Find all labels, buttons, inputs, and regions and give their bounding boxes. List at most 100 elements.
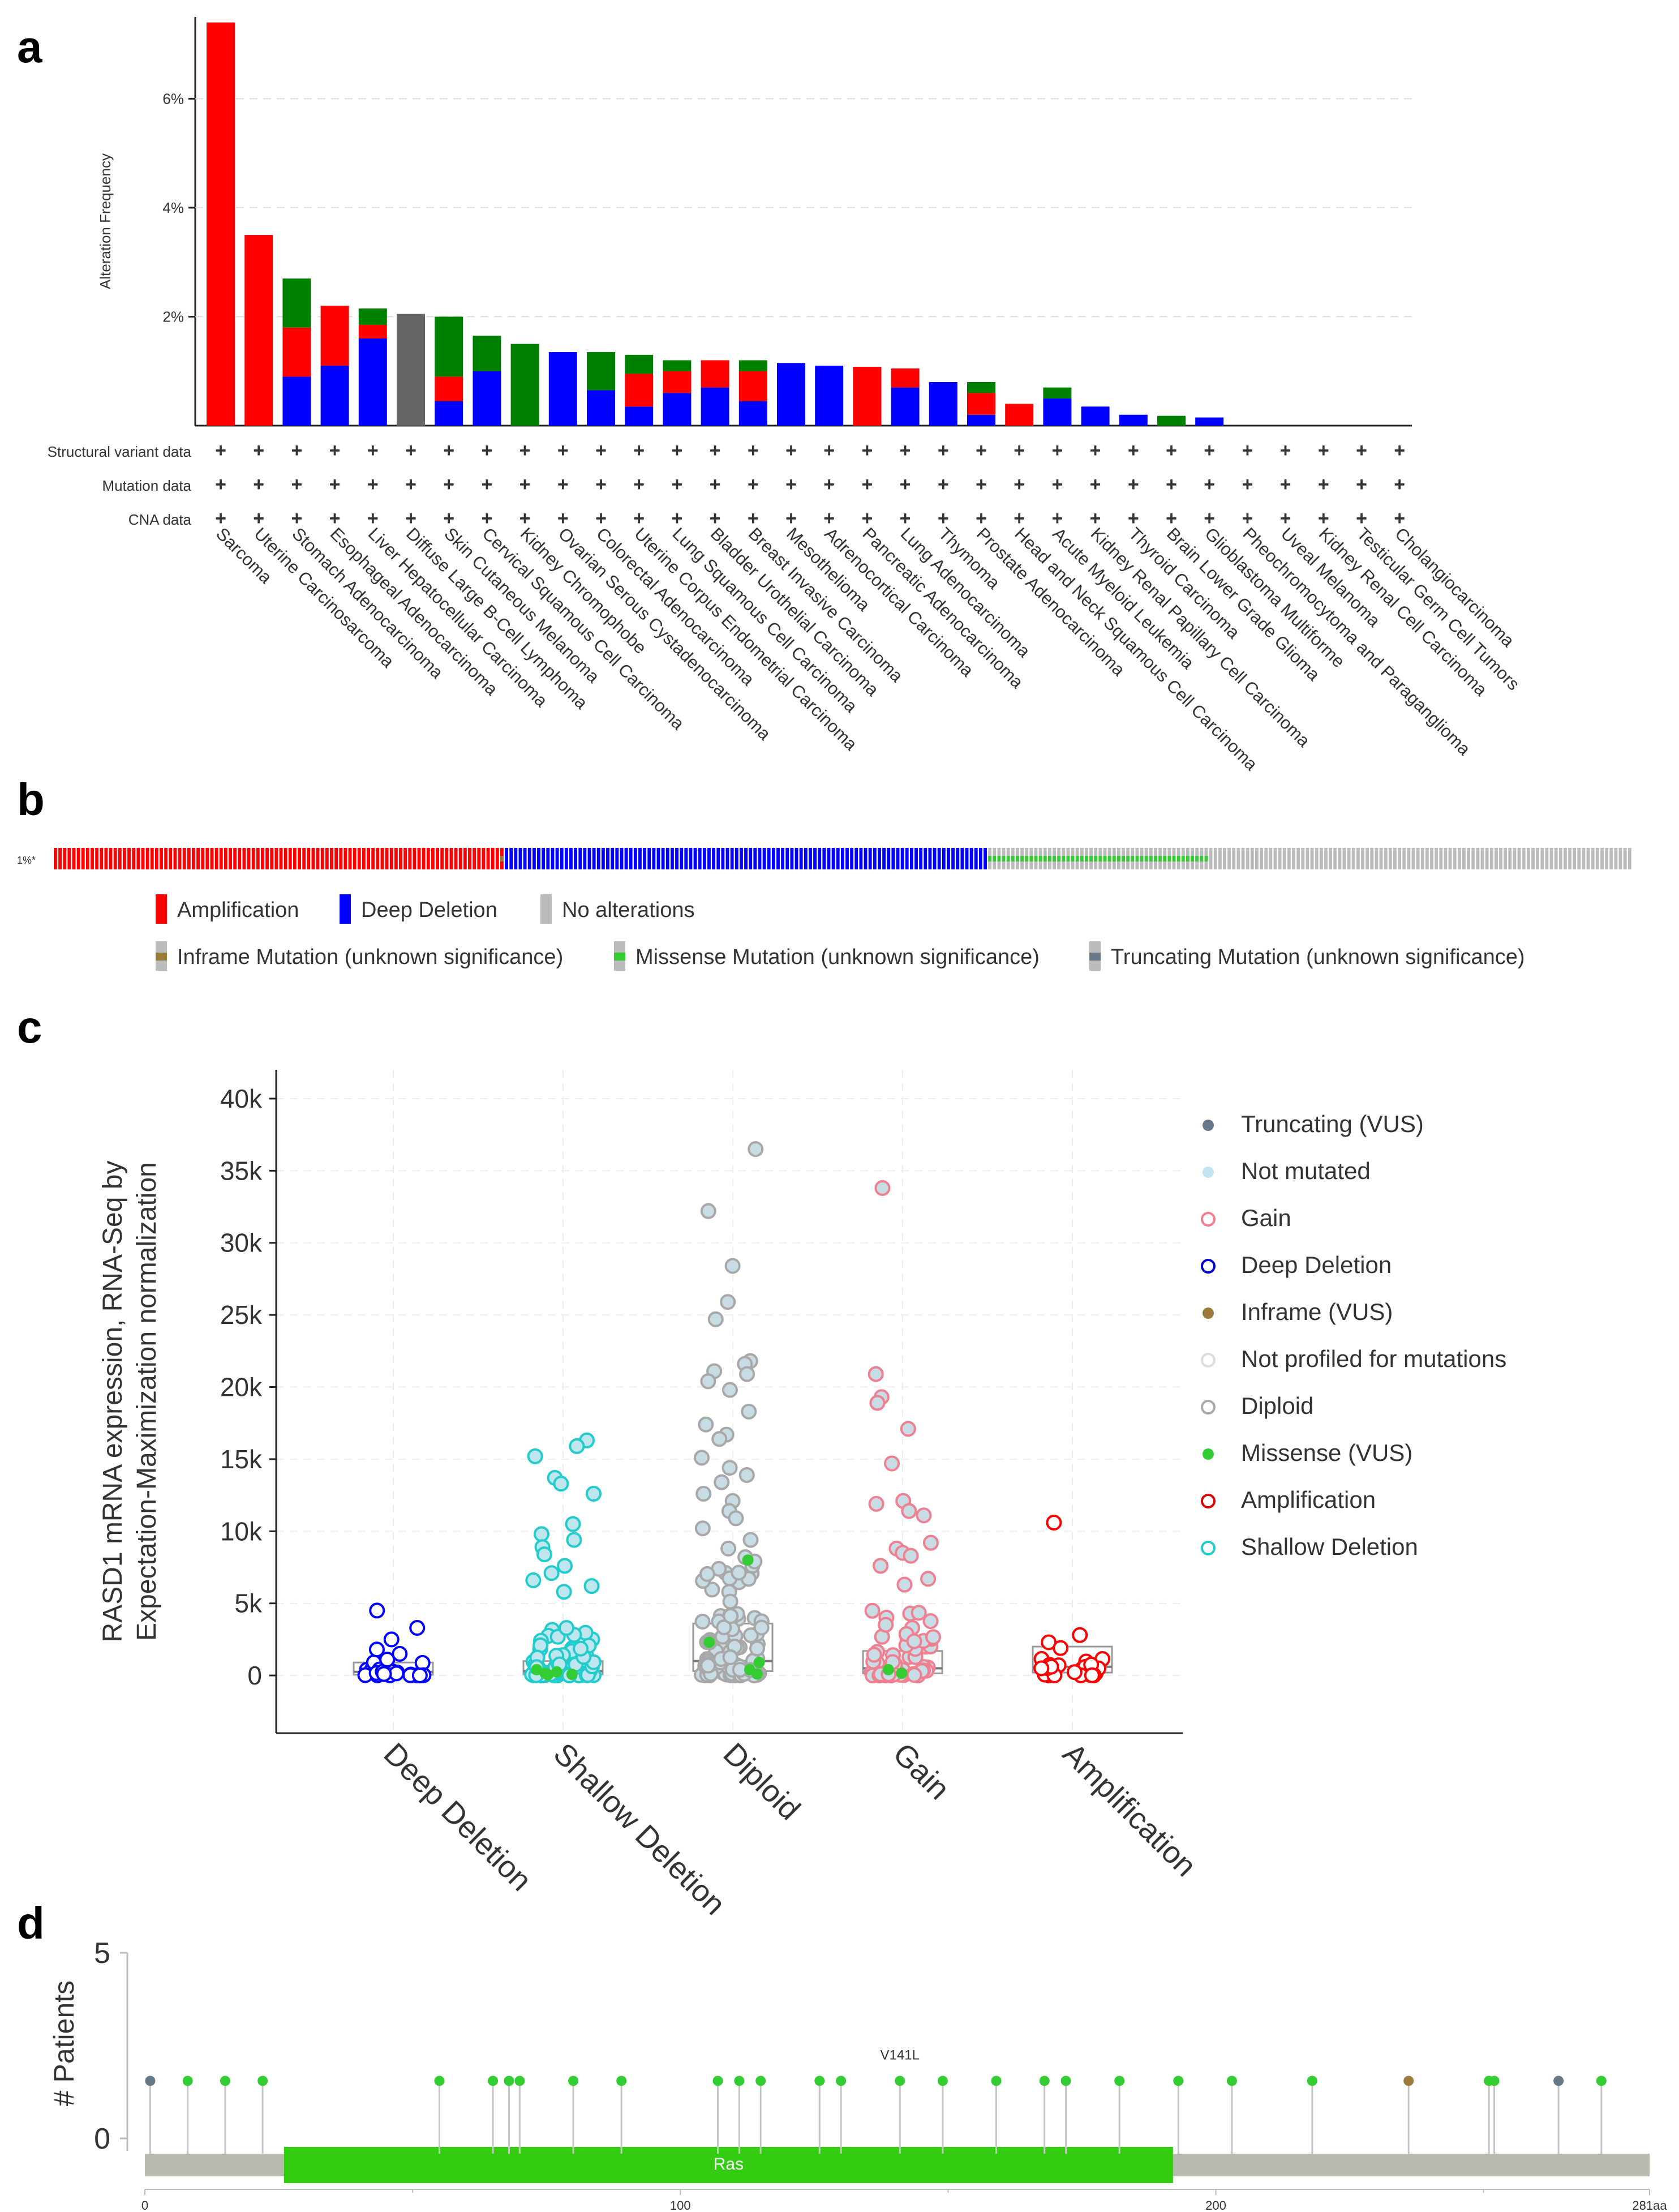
bar-segment bbox=[891, 368, 920, 388]
oncoprint-cell bbox=[357, 848, 361, 869]
oncoprint-cell bbox=[1508, 848, 1512, 869]
oncoprint-cell bbox=[611, 848, 615, 869]
oncoprint-cell bbox=[1379, 848, 1383, 869]
oncoprint-cell bbox=[1273, 848, 1277, 869]
data-available-marker: + bbox=[1166, 508, 1177, 529]
oncoprint-cell bbox=[279, 848, 283, 869]
legend-label: Not profiled for mutations bbox=[1241, 1345, 1506, 1372]
oncoprint-cell bbox=[1600, 848, 1604, 869]
data-available-marker: + bbox=[1318, 508, 1329, 529]
legend-label: Shallow Deletion bbox=[1241, 1533, 1418, 1560]
data-point bbox=[920, 1571, 937, 1587]
oncoprint-cell bbox=[984, 848, 987, 869]
data-point bbox=[749, 1640, 765, 1657]
oncoprint-cell bbox=[81, 848, 85, 869]
mutation-mark bbox=[1117, 856, 1120, 861]
oncoprint-cell bbox=[486, 848, 490, 869]
missense-point bbox=[752, 1668, 763, 1680]
oncoprint-cell bbox=[477, 848, 481, 869]
legend-marker bbox=[1203, 1167, 1214, 1178]
oncoprint-cell bbox=[1485, 848, 1489, 869]
legend-marker bbox=[1201, 1494, 1216, 1508]
data-point bbox=[868, 1366, 884, 1382]
oncoprint-cell bbox=[762, 848, 766, 869]
bar-segment bbox=[777, 363, 805, 426]
oncoprint-cell bbox=[449, 848, 453, 869]
data-point bbox=[700, 1373, 716, 1390]
oncoprint-cell bbox=[1232, 848, 1236, 869]
data-available-marker: + bbox=[823, 508, 835, 529]
oncoprint-cell bbox=[219, 848, 223, 869]
missense-point bbox=[882, 1664, 894, 1675]
data-available-marker: + bbox=[938, 474, 949, 495]
data-point bbox=[722, 1382, 738, 1398]
oncoprint-cell bbox=[1480, 848, 1484, 869]
lollipop-head bbox=[488, 2076, 499, 2086]
data-row-label: Mutation data bbox=[102, 477, 191, 494]
missense-point bbox=[566, 1669, 578, 1681]
oncoprint-cell bbox=[1264, 848, 1268, 869]
oncoprint-cell bbox=[942, 848, 946, 869]
lollipop-head bbox=[514, 2076, 525, 2086]
missense-point bbox=[896, 1667, 908, 1679]
oncoprint-cell bbox=[178, 848, 182, 869]
data-available-marker: + bbox=[823, 474, 835, 495]
oncoprint-cell bbox=[518, 848, 522, 869]
oncoprint-cell bbox=[113, 848, 117, 869]
data-available-marker: + bbox=[671, 508, 682, 529]
oncoprint-cell bbox=[730, 848, 734, 869]
oncoprint-cell bbox=[532, 848, 536, 869]
data-point bbox=[700, 1203, 716, 1219]
data-available-marker: + bbox=[1014, 508, 1025, 529]
oncoprint-cell bbox=[164, 848, 168, 869]
oncoprint-cell bbox=[795, 848, 798, 869]
bar-segment bbox=[397, 314, 425, 426]
oncoprint-cell bbox=[1402, 848, 1406, 869]
lollipop-head bbox=[434, 2076, 445, 2086]
oncoprint-cell bbox=[1338, 848, 1342, 869]
oncoprint-cell bbox=[905, 848, 909, 869]
oncoprint-cell bbox=[758, 848, 762, 869]
oncoprint-cell bbox=[873, 848, 877, 869]
bar-segment bbox=[587, 390, 615, 426]
mutation-mark bbox=[1176, 856, 1180, 861]
oncoprint-cell bbox=[808, 848, 812, 869]
oncoprint-cell bbox=[233, 848, 237, 869]
data-point bbox=[1072, 1627, 1088, 1643]
oncoprint-cell bbox=[813, 848, 817, 869]
mutation-mark bbox=[1006, 856, 1010, 861]
oncoprint-cell bbox=[840, 848, 844, 869]
legend-label: Missense (VUS) bbox=[1241, 1439, 1412, 1466]
data-available-marker: + bbox=[443, 508, 454, 529]
missense-point bbox=[753, 1657, 765, 1669]
bar-segment bbox=[358, 338, 387, 426]
bar-segment bbox=[473, 336, 501, 371]
data-available-marker: + bbox=[938, 508, 949, 529]
oncoprint-cell bbox=[1324, 848, 1328, 869]
data-point bbox=[379, 1652, 396, 1668]
oncoprint-cell bbox=[1467, 848, 1471, 869]
oncoprint-cell bbox=[127, 848, 131, 869]
legend-mutation-mark bbox=[156, 953, 167, 961]
data-point bbox=[873, 1558, 889, 1574]
data-available-marker: + bbox=[671, 440, 682, 461]
oncoprint-cell bbox=[334, 848, 338, 869]
bar-segment bbox=[967, 393, 995, 415]
mutation-mark bbox=[1204, 856, 1208, 861]
mutation-mark bbox=[1025, 856, 1029, 861]
oncoprint-cell bbox=[1255, 848, 1259, 869]
oncoprint-cell bbox=[1591, 848, 1595, 869]
mutation-mark bbox=[993, 856, 997, 861]
data-available-marker: + bbox=[481, 440, 492, 461]
oncoprint-cell bbox=[1568, 848, 1571, 869]
data-point bbox=[409, 1620, 426, 1636]
data-available-marker: + bbox=[291, 508, 302, 529]
oncoprint-cell bbox=[389, 848, 393, 869]
data-row-label: Structural variant data bbox=[48, 443, 192, 460]
data-point bbox=[753, 1619, 770, 1636]
mutation-mark bbox=[1200, 856, 1204, 861]
lollipop-head bbox=[616, 2076, 627, 2086]
oncoprint-cell bbox=[265, 848, 269, 869]
lollipop-head bbox=[1060, 2076, 1071, 2086]
x-tick-label: 200 bbox=[1205, 2198, 1226, 2212]
